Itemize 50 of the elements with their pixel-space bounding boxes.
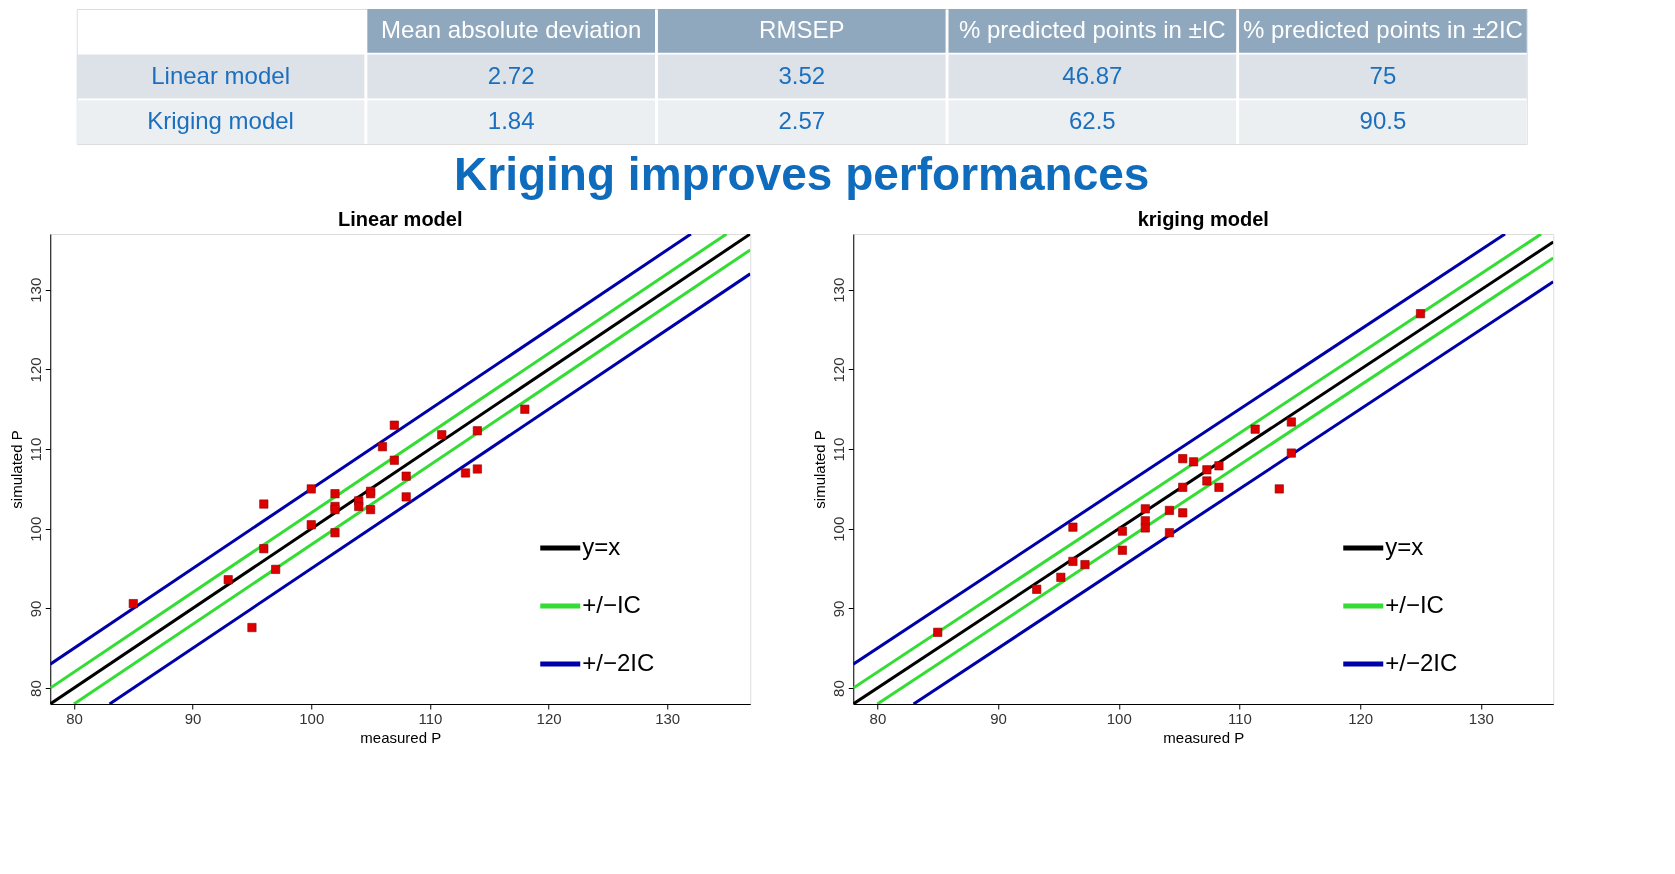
- x-tick-label: 120: [536, 709, 562, 727]
- x-tick-label: 110: [418, 709, 443, 727]
- x-tick-label: RMSEP: [759, 15, 845, 43]
- x-tick-label: Mean absolute deviation: [381, 15, 642, 43]
- x-axis-title: measured P: [360, 728, 442, 746]
- x-tick-label: 90: [184, 709, 202, 727]
- x-tick-label: 100: [1106, 709, 1132, 727]
- y-tick-label: 120: [829, 357, 847, 383]
- x-axis-title: measured P: [1163, 728, 1245, 746]
- y-tick-label: 110: [829, 437, 847, 462]
- y-tick-label: 130: [829, 277, 847, 303]
- x-tick-label: 80: [869, 709, 887, 727]
- data-label: 2.57: [778, 107, 826, 135]
- legend-label: y=x: [1385, 533, 1424, 560]
- y-tick-label: 80: [26, 680, 44, 697]
- legend-label: +/−2IC: [1385, 649, 1458, 676]
- legend-label: +/−IC: [582, 591, 641, 618]
- y-tick-label: 130: [26, 277, 44, 303]
- data-label: 1.84: [487, 107, 535, 135]
- y-tick-label: 110: [26, 437, 44, 462]
- annotation: Kriging improves performances: [454, 148, 1150, 200]
- y-tick-label: 120: [26, 357, 44, 383]
- y-axis-title: simulated P: [7, 430, 25, 509]
- chart-title: Linear model: [338, 208, 463, 230]
- data-label: 3.52: [778, 61, 826, 89]
- x-tick-label: 130: [1468, 709, 1494, 727]
- x-tick-label: 80: [66, 709, 83, 727]
- x-tick-label: % predicted points in ±IC: [959, 15, 1226, 43]
- data-label: 2.72: [487, 61, 535, 89]
- legend-label: +/−IC: [1385, 591, 1444, 618]
- y-tick-label: 100: [26, 516, 44, 542]
- x-tick-label: 110: [1228, 709, 1252, 727]
- y-tick-label: 100: [829, 516, 847, 542]
- x-tick-label: 130: [655, 709, 681, 727]
- data-label: 46.87: [1062, 61, 1123, 89]
- x-tick-label: 100: [299, 709, 325, 727]
- y-tick-label: 90: [26, 600, 44, 618]
- data-label: 75: [1369, 61, 1397, 89]
- x-tick-label: 90: [990, 709, 1007, 727]
- data-label: 62.5: [1068, 107, 1116, 135]
- legend-label: y=x: [582, 533, 621, 560]
- x-tick-label: 120: [1348, 709, 1374, 727]
- x-tick-label: % predicted points in ±2IC: [1242, 15, 1523, 43]
- y-tick-label: Kriging model: [147, 107, 294, 135]
- data-label: 90.5: [1359, 107, 1407, 135]
- legend-label: +/−2IC: [582, 649, 655, 676]
- y-tick-label: 80: [829, 680, 847, 697]
- y-axis-title: simulated P: [810, 430, 828, 509]
- y-tick-label: 90: [829, 600, 847, 618]
- chart-title: kriging model: [1137, 208, 1269, 230]
